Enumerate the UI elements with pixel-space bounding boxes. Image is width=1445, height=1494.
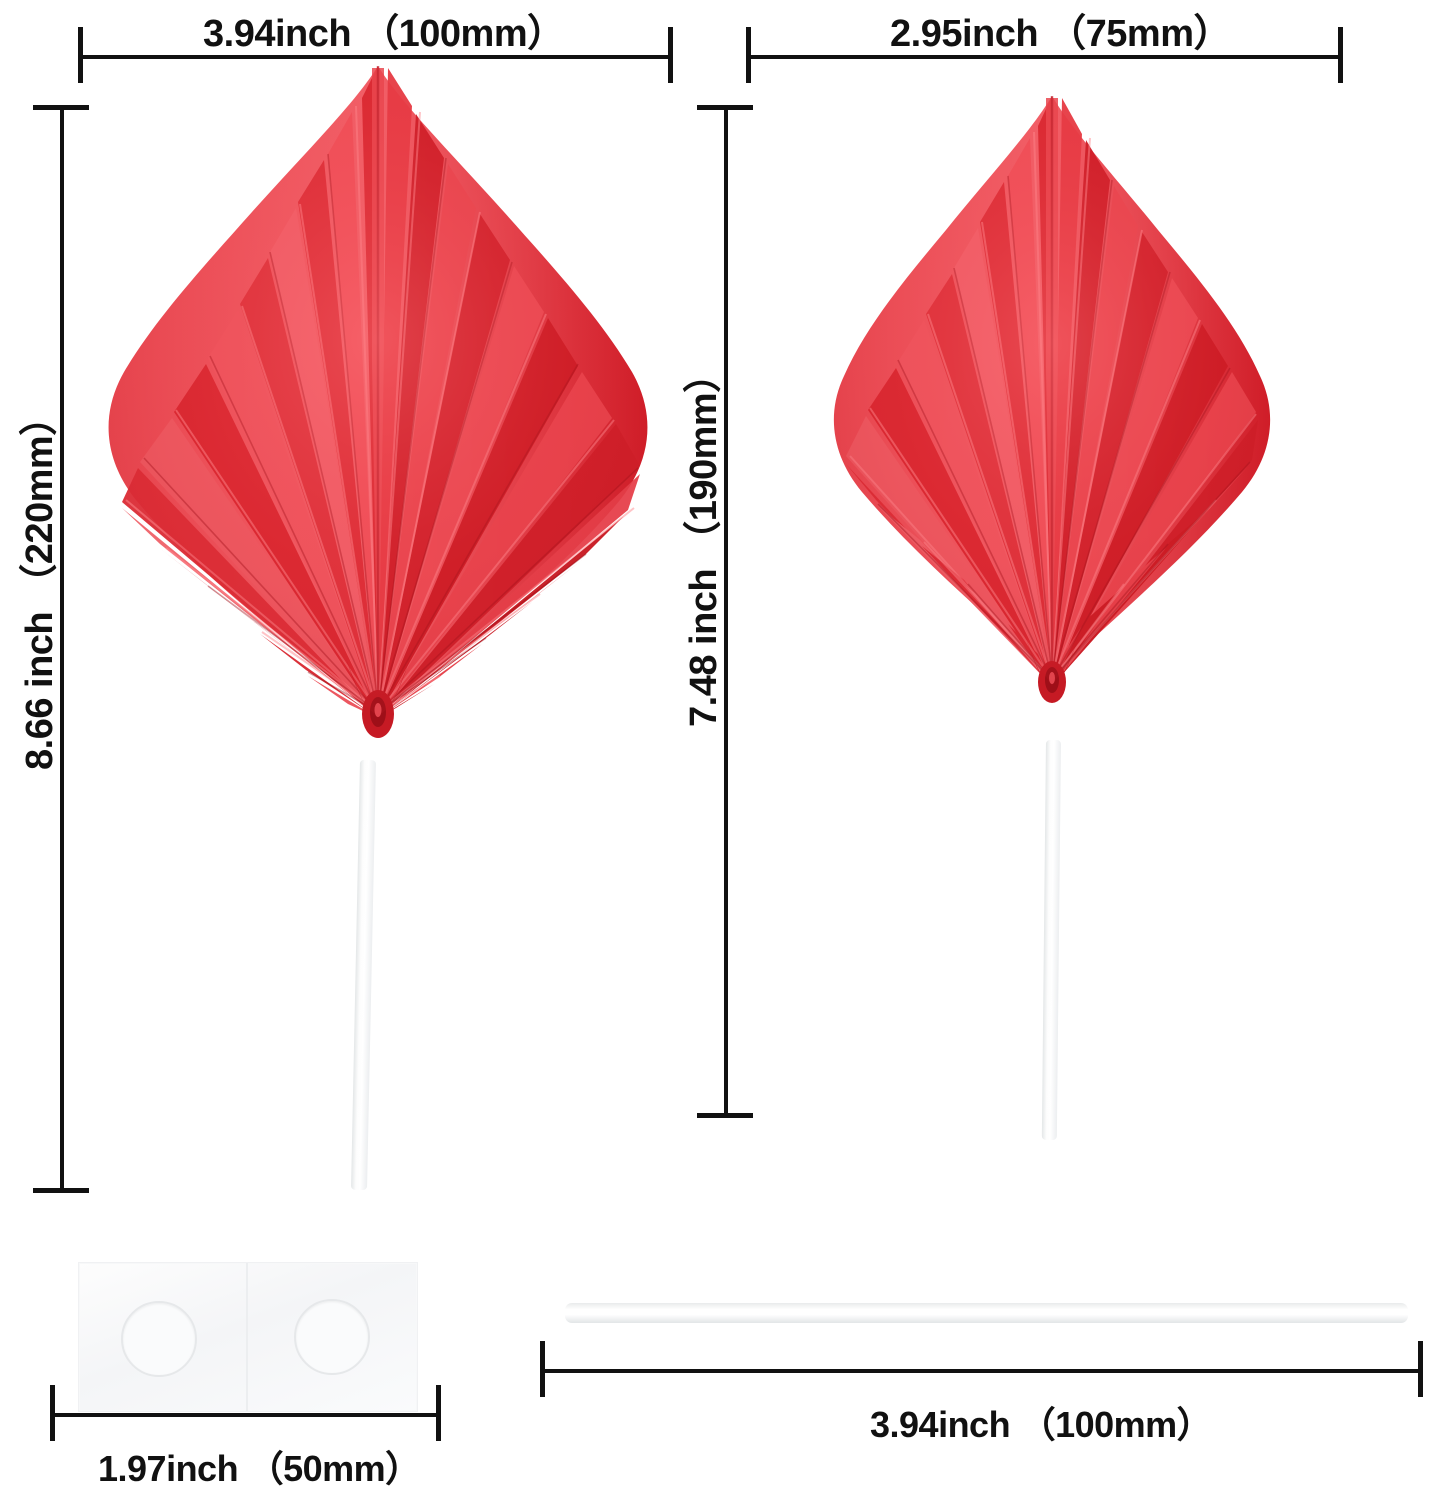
large-leaf-width-cap-right <box>668 27 673 83</box>
small-leaf-width-line <box>746 55 1340 59</box>
large-leaf-width-line <box>78 55 670 59</box>
large-leaf-width-label: 3.94inch （100mm） <box>203 13 565 55</box>
small-leaf-width-label: 2.95inch （75mm） <box>890 13 1231 55</box>
large-palm-leaf <box>100 62 660 762</box>
stick-length-line <box>540 1369 1420 1373</box>
small-leaf-stick <box>1041 739 1061 1141</box>
small-leaf-height-label: 7.48 inch （190mm） <box>683 355 725 727</box>
large-leaf-width-cap-left <box>78 27 83 83</box>
sheet-width-cap-right <box>436 1385 441 1441</box>
small-leaf-height-cap-bottom <box>697 1113 753 1118</box>
small-leaf-body <box>833 96 1271 703</box>
large-leaf-height-cap-bottom <box>33 1188 89 1193</box>
stick-length-cap-right <box>1418 1341 1423 1397</box>
stick-length-cap-left <box>540 1341 545 1397</box>
sheet-width-label: 1.97inch （50mm） <box>98 1448 421 1489</box>
small-leaf-height-line <box>724 105 728 1115</box>
sheet-width-cap-left <box>50 1385 55 1441</box>
small-leaf-width-cap-left <box>746 27 751 83</box>
small-palm-leaf <box>828 92 1278 742</box>
small-leaf-height-cap-top <box>697 105 753 110</box>
large-leaf-height-line <box>60 105 64 1190</box>
large-palm-leaf-icon <box>108 66 648 738</box>
adhesive-dot-sheet <box>78 1262 418 1412</box>
sheet-seam <box>246 1263 248 1411</box>
small-palm-leaf-icon <box>833 96 1271 703</box>
adhesive-dot-left <box>121 1301 197 1377</box>
large-leaf-stick <box>350 759 376 1191</box>
sheet-width-line <box>50 1413 438 1417</box>
adhesive-dot-right <box>294 1299 370 1375</box>
stick-length-label: 3.94inch （100mm） <box>870 1404 1213 1445</box>
large-leaf-height-cap-top <box>33 105 89 110</box>
large-leaf-height-label: 8.66 inch （220mm） <box>19 398 61 770</box>
large-leaf-body <box>108 66 648 738</box>
white-stick <box>565 1303 1408 1323</box>
small-leaf-width-cap-right <box>1338 27 1343 83</box>
